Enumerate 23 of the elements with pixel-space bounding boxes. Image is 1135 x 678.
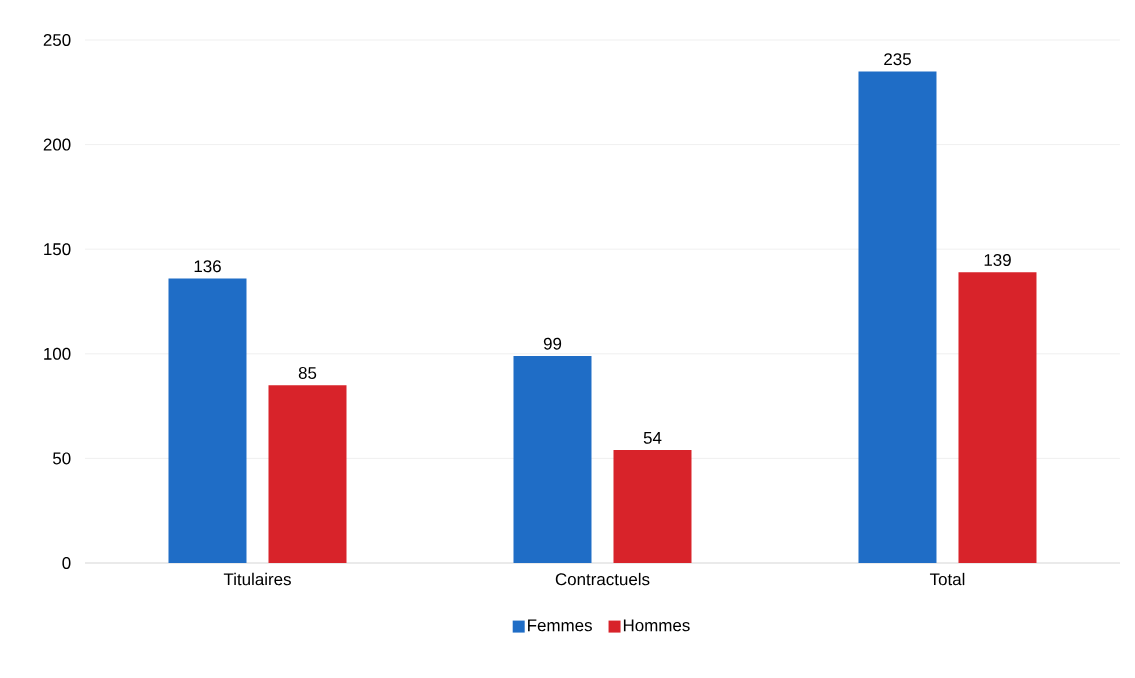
data-label: 139 xyxy=(984,254,1011,267)
data-label: 235 xyxy=(884,53,911,66)
y-tick-label: 50 xyxy=(52,452,71,465)
bar xyxy=(168,278,247,563)
data-label: 54 xyxy=(643,432,662,444)
x-tick-label: Contractuels xyxy=(555,572,650,586)
y-tick-label: 250 xyxy=(43,34,71,46)
y-tick-label: 0 xyxy=(62,557,71,569)
y-tick-label: 200 xyxy=(43,138,71,151)
bar xyxy=(958,272,1037,563)
bar xyxy=(858,71,937,563)
legend-label: Femmes xyxy=(528,619,592,632)
bar xyxy=(513,355,592,563)
y-tick-label: 100 xyxy=(44,347,71,360)
data-label: 99 xyxy=(543,337,562,350)
data-label: 85 xyxy=(298,366,317,379)
data-label: 136 xyxy=(194,260,221,273)
y-tick-label: 150 xyxy=(44,243,71,256)
x-tick-label: Total xyxy=(929,572,965,586)
bar xyxy=(613,450,692,563)
legend-label: Hommes xyxy=(623,619,690,632)
x-tick-label: Titulaires xyxy=(223,572,291,586)
bar xyxy=(268,385,347,563)
